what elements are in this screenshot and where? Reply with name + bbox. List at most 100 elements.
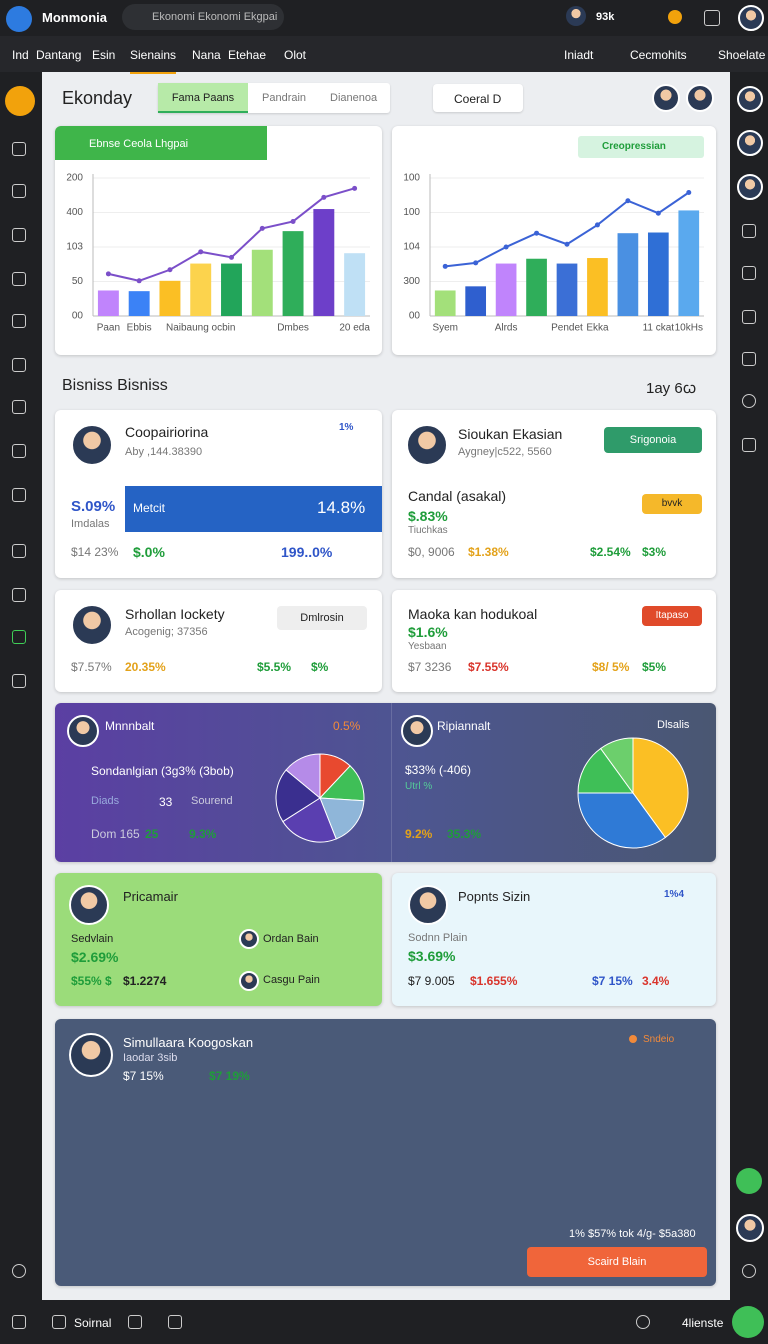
nav-right[interactable]: Cecmohits xyxy=(630,48,687,62)
card-button[interactable]: Srigonoia xyxy=(604,427,702,453)
trend-point xyxy=(564,241,570,247)
band-label: Metcit xyxy=(133,501,166,515)
settings-icon[interactable] xyxy=(668,10,682,24)
contact-avatar[interactable] xyxy=(737,130,763,156)
trend-point xyxy=(105,271,111,277)
sidebar-icon[interactable] xyxy=(742,266,756,280)
search-box[interactable] xyxy=(122,4,284,30)
sidebar-icon[interactable] xyxy=(12,272,26,286)
badge-dot xyxy=(629,1035,637,1043)
bottom-icon[interactable] xyxy=(12,1315,26,1329)
card-stat: $7 19% xyxy=(209,1069,250,1083)
card-value: $.83% xyxy=(408,508,448,524)
business-card: Sioukan Ekasian Aygney|c522, 5560 Srigon… xyxy=(392,410,716,578)
nav-right[interactable]: Shoelate xyxy=(718,48,766,62)
bottom-icon[interactable] xyxy=(636,1315,650,1329)
nav-right[interactable]: Iniadt xyxy=(564,48,594,62)
nav-item[interactable]: Etehae xyxy=(228,48,267,62)
search-text: Ekonomi Ekonomi Ekgpai xyxy=(152,11,278,23)
x-tick-label: Naibaung ocbin xyxy=(166,323,236,334)
header-avatar[interactable] xyxy=(652,84,680,112)
nav-item[interactable]: Nana xyxy=(192,48,221,62)
sidebar-icon[interactable] xyxy=(12,142,26,156)
sidebar-icon[interactable] xyxy=(742,352,756,366)
sidebar-icon[interactable] xyxy=(742,310,756,324)
sidebar-icon[interactable] xyxy=(12,400,26,414)
tab-active[interactable]: Fama Paans xyxy=(158,83,248,113)
avatar xyxy=(408,885,448,925)
sidebar-icon[interactable] xyxy=(12,488,26,502)
tab[interactable]: Dianenoa xyxy=(330,92,378,104)
sidebar-icon[interactable] xyxy=(742,1264,756,1278)
y-tick-label: 00 xyxy=(409,311,421,322)
action-button[interactable]: Scaird Blain xyxy=(527,1247,707,1277)
panel-row: 25 xyxy=(145,827,159,841)
nav-item[interactable]: Esin xyxy=(92,48,116,62)
panel-row: Sourend xyxy=(191,795,233,807)
card-value: $1.6% xyxy=(408,624,448,640)
card-value: $3.69% xyxy=(408,948,456,964)
chart-title: Ebnse Ceola Lhgpai xyxy=(89,138,189,150)
sidebar-icon[interactable] xyxy=(12,544,26,558)
sidebar-icon[interactable] xyxy=(742,224,756,238)
bar xyxy=(434,290,456,316)
tab[interactable]: Pandrain xyxy=(262,92,307,104)
panel-badge: Dlsalis xyxy=(657,719,690,731)
bottom-right[interactable]: 4lienste xyxy=(682,1316,724,1330)
chart: 00 300 104 100 100 Syem Alrds Pendet Ekka 11 ckat… xyxy=(403,173,704,334)
avatar[interactable] xyxy=(566,6,588,28)
sidebar-icon[interactable] xyxy=(742,438,756,452)
foot-value: $0, 9006 xyxy=(408,545,455,559)
pie-slice xyxy=(599,737,634,795)
dropdown[interactable] xyxy=(433,84,523,112)
pie-slice xyxy=(632,737,689,839)
bar xyxy=(128,291,150,316)
sidebar-icon[interactable] xyxy=(742,394,756,408)
nav-item[interactable]: Ind xyxy=(12,48,29,62)
add-button[interactable] xyxy=(732,1306,764,1338)
x-tick-label: Alrds xyxy=(495,323,518,334)
header-avatar[interactable] xyxy=(686,84,714,112)
contact-avatar[interactable] xyxy=(737,174,763,200)
section-title: Bisniss Bisniss xyxy=(62,377,168,394)
band-value: 14.8% xyxy=(317,498,366,517)
x-tick-label: Pendet xyxy=(551,323,583,334)
user-avatar[interactable] xyxy=(738,5,764,31)
sidebar-icon[interactable] xyxy=(12,630,26,644)
dropdown-text: Coeral D xyxy=(454,92,502,106)
sidebar-icon[interactable] xyxy=(12,184,26,198)
sidebar-icon[interactable] xyxy=(12,358,26,372)
sidebar-home[interactable] xyxy=(5,86,35,116)
contact-avatar[interactable] xyxy=(736,1214,764,1242)
nav-item[interactable]: Olot xyxy=(284,48,307,62)
nav-item[interactable]: Dantang xyxy=(36,48,82,62)
bottom-icon[interactable] xyxy=(128,1315,142,1329)
panel-row: 33 xyxy=(159,795,173,809)
foot-value: $3% xyxy=(642,545,667,559)
card-button[interactable]: Dmlrosin xyxy=(277,606,367,630)
bottom-icon[interactable] xyxy=(52,1315,66,1329)
sidebar-icon[interactable] xyxy=(12,1264,26,1278)
pie-slice xyxy=(577,747,634,794)
contact-avatar[interactable] xyxy=(737,86,763,112)
card-sub: Aby ,144.38390 xyxy=(125,446,203,458)
nav-item[interactable]: Sienains xyxy=(130,48,177,74)
x-tick-label: 10kHs xyxy=(675,323,703,334)
x-tick-label: Dmbes xyxy=(277,323,309,334)
panel-row: Dom 165 xyxy=(91,827,140,841)
pie-chart xyxy=(577,737,689,849)
sidebar-icon[interactable] xyxy=(12,674,26,688)
card-name: Simullaara Koogoskan xyxy=(123,1035,254,1050)
sidebar-icon[interactable] xyxy=(12,444,26,458)
person-name: Casgu Pain xyxy=(263,974,320,986)
trend-point xyxy=(259,225,265,231)
status-button[interactable] xyxy=(736,1168,762,1194)
bottom-icon[interactable] xyxy=(168,1315,182,1329)
bag-icon[interactable] xyxy=(704,10,720,26)
bar xyxy=(465,286,487,316)
x-tick-label: 11 ckat xyxy=(643,323,675,334)
sidebar-icon[interactable] xyxy=(12,228,26,242)
sidebar-icon[interactable] xyxy=(12,314,26,328)
bottom-left[interactable]: Soirnal xyxy=(74,1316,112,1330)
sidebar-icon[interactable] xyxy=(12,588,26,602)
